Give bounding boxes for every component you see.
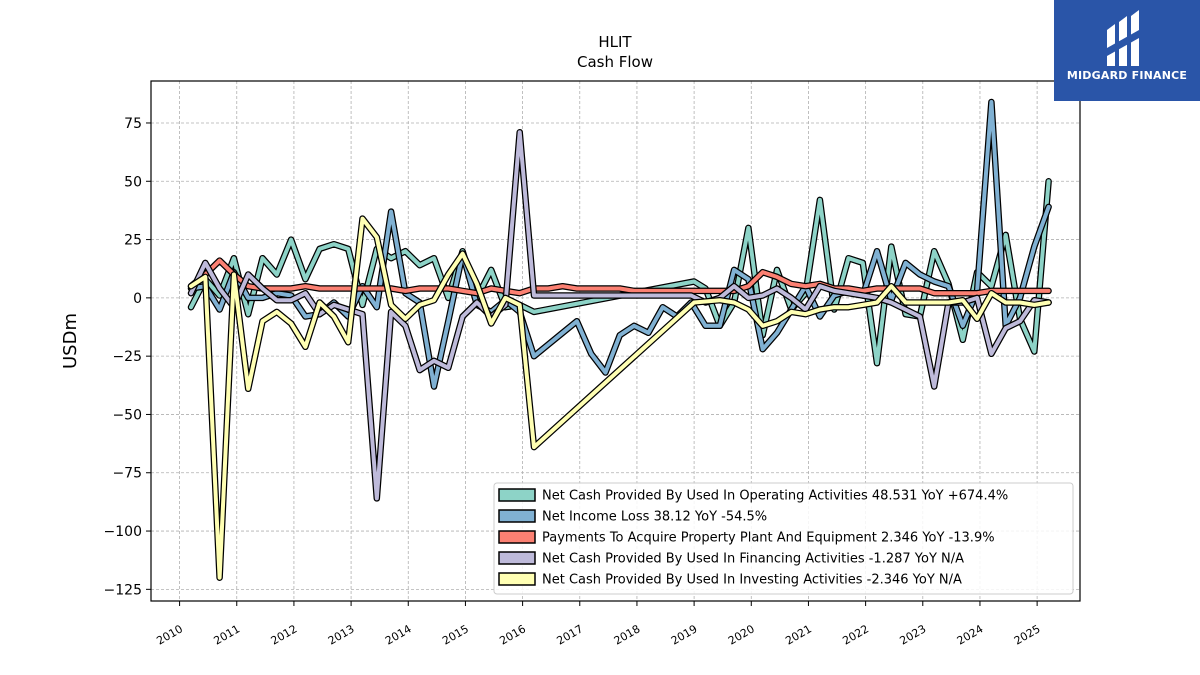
- legend-entry-3: Net Cash Provided By Used In Financing A…: [542, 552, 964, 567]
- x-tick-label: 2020: [726, 622, 757, 647]
- x-tick-label: 2021: [783, 622, 814, 647]
- series-line-0: [189, 179, 1051, 366]
- x-tick-label: 2023: [898, 622, 929, 647]
- chart-subtitle: Cash Flow: [577, 53, 653, 71]
- brand-name: MIDGARD FINANCE: [1066, 69, 1188, 82]
- series-line-3: [189, 130, 1051, 501]
- y-tick-label: −75: [112, 466, 142, 482]
- y-axis-ticks: 75 50 25 0 −25 −50 −75 −100 −125: [104, 116, 151, 598]
- x-axis-ticks: 2010 2011 2012 2013 2014 2015 2016 2017 2018 2019…: [154, 601, 1043, 648]
- brand-logo: MIDGARD FINANCE: [1054, 0, 1200, 101]
- y-tick-label: 75: [124, 116, 142, 132]
- y-tick-label: −25: [112, 349, 142, 365]
- y-tick-label: 0: [133, 291, 142, 307]
- x-tick-label: 2018: [612, 622, 643, 647]
- y-axis-label: USDm: [60, 313, 81, 369]
- legend-entry-4: Net Cash Provided By Used In Investing A…: [542, 573, 962, 588]
- x-tick-label: 2019: [669, 622, 700, 647]
- y-tick-label: −100: [104, 524, 142, 540]
- x-tick-label: 2010: [154, 622, 185, 647]
- x-tick-label: 2022: [840, 622, 871, 647]
- y-tick-label: 50: [124, 174, 142, 190]
- y-tick-label: −125: [104, 582, 142, 598]
- x-tick-label: 2016: [497, 622, 528, 647]
- legend-frame: [493, 482, 1074, 595]
- x-tick-label: 2012: [269, 622, 300, 647]
- y-tick-label: 25: [124, 233, 142, 249]
- x-tick-label: 2017: [555, 622, 586, 647]
- legend-swatch-4: [498, 572, 536, 586]
- legend-swatch-1: [498, 509, 536, 523]
- x-tick-label: 2015: [440, 622, 471, 647]
- midgard-logo-icon: [1107, 10, 1139, 66]
- legend-swatch-3: [498, 551, 536, 565]
- plot-frame: [150, 80, 1081, 602]
- legend: Net Cash Provided By Used In Operating A…: [493, 482, 1074, 595]
- series-line-4: [189, 216, 1051, 580]
- x-tick-label: 2024: [955, 622, 986, 647]
- x-tick-label: 2014: [383, 622, 414, 647]
- series-lines: [187, 98, 1052, 581]
- x-tick-label: 2011: [212, 622, 243, 647]
- legend-swatch-2: [498, 530, 536, 544]
- legend-entry-0: Net Cash Provided By Used In Operating A…: [542, 489, 1008, 504]
- series-line-2: [189, 258, 1051, 296]
- x-tick-label: 2025: [1012, 622, 1043, 647]
- legend-swatch-0: [498, 488, 536, 502]
- chart-title: HLIT: [598, 33, 632, 51]
- legend-entry-2: Payments To Acquire Property Plant And E…: [542, 531, 995, 546]
- legend-entry-1: Net Income Loss 38.12 YoY -54.5%: [542, 510, 767, 525]
- series-outline-1: [187, 98, 1052, 390]
- x-tick-label: 2013: [326, 622, 357, 647]
- y-tick-label: −50: [112, 407, 142, 423]
